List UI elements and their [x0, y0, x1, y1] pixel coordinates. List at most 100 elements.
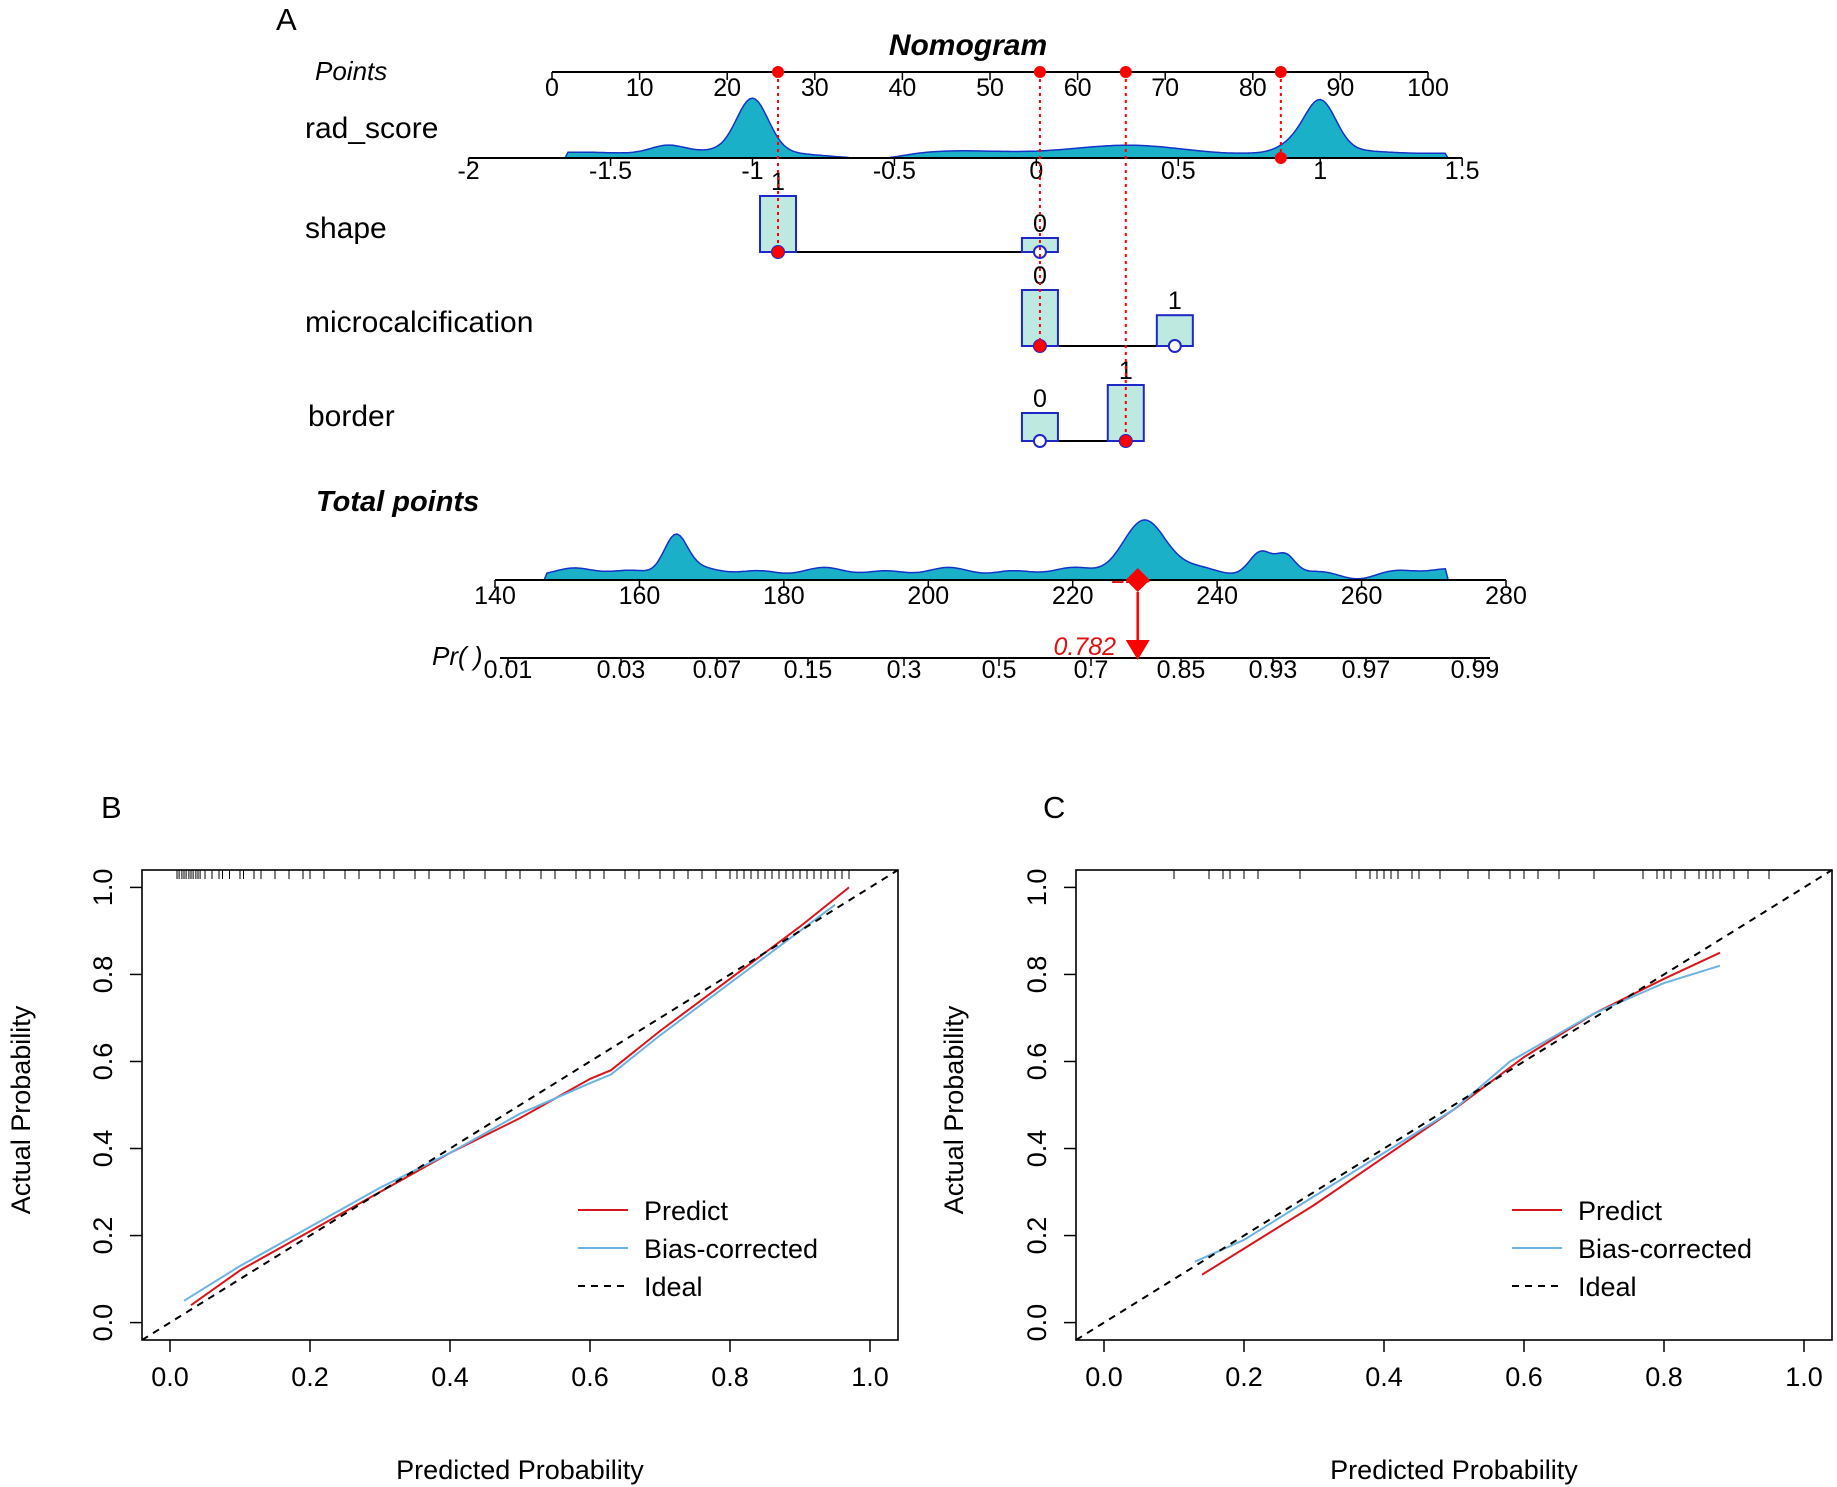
- calibration-panel-c: C Predicted Probability Actual Probabili…: [939, 790, 1833, 1485]
- y-axis-label: Actual Probability: [939, 1005, 969, 1214]
- x-axis-label: Predicted Probability: [1330, 1455, 1578, 1485]
- probability-tick-label: 0.97: [1342, 656, 1391, 684]
- probability-tick-label: 0.01: [484, 656, 533, 684]
- shape-level-bar: [759, 195, 798, 253]
- legend-label-predict: Predict: [644, 1196, 729, 1226]
- x-tick-label: 0.0: [151, 1362, 189, 1392]
- probability-tick-label: 0.5: [982, 656, 1017, 684]
- y-tick-label: 0.6: [88, 1043, 118, 1081]
- legend-label-ideal: Ideal: [1578, 1272, 1637, 1302]
- total-points-tick-label: 160: [619, 582, 661, 610]
- probability-tick-label: 0.03: [597, 656, 646, 684]
- legend-label-bias-corrected: Bias-corrected: [644, 1234, 818, 1264]
- total-points-tick-label: 200: [907, 582, 949, 610]
- probability-tick-label: 0.93: [1249, 656, 1298, 684]
- y-tick-label: 1.0: [88, 869, 118, 907]
- shape-label: shape: [305, 212, 387, 245]
- points-axis-tick-label: 70: [1151, 74, 1179, 102]
- y-tick-label: 0.4: [1022, 1130, 1052, 1168]
- probability-value-label: 0.782: [1053, 633, 1116, 661]
- y-tick-label: 0.4: [88, 1130, 118, 1168]
- border-level-bar: [1106, 384, 1145, 442]
- border-level-label: 1: [1119, 357, 1133, 385]
- shape-level-label: 1: [771, 168, 785, 196]
- legend-label-ideal: Ideal: [644, 1272, 703, 1302]
- legend-label-bias-corrected: Bias-corrected: [1578, 1234, 1752, 1264]
- rad-score-tick-label: -1: [741, 157, 763, 185]
- microcalcification-level-marker: [1167, 339, 1182, 353]
- points-axis-tick-label: 60: [1064, 74, 1092, 102]
- points-axis-tick-label: 0: [545, 74, 559, 102]
- y-tick-label: 1.0: [1022, 869, 1052, 907]
- plot-frame: [1075, 869, 1833, 1341]
- probability-tick-label: 0.85: [1157, 656, 1206, 684]
- x-axis-label: Predicted Probability: [396, 1455, 644, 1485]
- border-level-marker: [1032, 434, 1047, 448]
- points-axis-tick-label: 40: [888, 74, 916, 102]
- x-tick-label: 0.2: [291, 1362, 329, 1392]
- y-tick-label: 0.0: [1022, 1304, 1052, 1342]
- probability-tick-label: 0.3: [887, 656, 922, 684]
- probability-tick-label: 0.99: [1451, 656, 1500, 684]
- microcalcification-label: microcalcification: [305, 306, 533, 339]
- shape-level-label: 0: [1033, 210, 1047, 238]
- rad-score-tick-label: -2: [457, 157, 479, 185]
- points-axis-tick-label: 80: [1239, 74, 1267, 102]
- panel-label-a: A: [276, 2, 297, 37]
- series-line-ideal: [1075, 869, 1833, 1341]
- x-tick-label: 0.0: [1085, 1362, 1123, 1392]
- points-axis-tick-label: 90: [1326, 74, 1354, 102]
- legend: Predict Bias-corrected Ideal: [1512, 1196, 1752, 1302]
- total-points-tick-label: 180: [763, 582, 805, 610]
- y-tick-label: 0.8: [1022, 956, 1052, 994]
- microcalcification-level-label: 1: [1168, 287, 1182, 315]
- legend: Predict Bias-corrected Ideal: [578, 1196, 818, 1302]
- rad-score-density: [559, 97, 1457, 159]
- selected-points-dot: [772, 66, 785, 78]
- x-tick-label: 0.4: [431, 1362, 469, 1392]
- selected-points-dot: [1274, 66, 1287, 78]
- selected-value-dot: [1274, 152, 1287, 164]
- rad-score-label: rad_score: [305, 112, 438, 145]
- selected-value-dot: [1033, 340, 1046, 352]
- total-points-tick-label: 220: [1052, 582, 1094, 610]
- points-axis-tick-label: 50: [976, 74, 1004, 102]
- y-tick-label: 0.8: [88, 956, 118, 994]
- rad-score-tick-label: -1.5: [589, 157, 632, 185]
- total-points-tick-label: 240: [1196, 582, 1238, 610]
- total-points-marker: [1125, 568, 1150, 592]
- shape-level-marker: [1032, 245, 1047, 259]
- nomogram-title: Nomogram: [889, 29, 1047, 62]
- series-line-ideal: [141, 869, 899, 1341]
- rad-score-tick-label: -0.5: [873, 157, 916, 185]
- y-axis-label: Actual Probability: [6, 1005, 36, 1214]
- prediction-arrow-head: [1125, 640, 1150, 660]
- probability-tick-label: 0.07: [693, 656, 742, 684]
- x-tick-label: 0.2: [1225, 1362, 1263, 1392]
- selected-value-dot: [772, 246, 785, 258]
- points-axis-tick-label: 30: [801, 74, 829, 102]
- total-points-label: Total points: [316, 486, 479, 518]
- selected-points-dot: [1033, 66, 1046, 78]
- nomogram-panel: A Nomogram Points rad_score shape microc…: [276, 2, 1527, 684]
- total-points-tick-label: 140: [474, 582, 516, 610]
- total-points-density: [538, 519, 1456, 581]
- probability-axis-label: Pr( ): [432, 641, 483, 671]
- y-tick-label: 0.2: [1022, 1217, 1052, 1255]
- points-axis-tick-label: 10: [626, 74, 654, 102]
- x-tick-label: 1.0: [1785, 1362, 1823, 1392]
- panel-label-c: C: [1043, 790, 1065, 825]
- x-tick-label: 0.6: [1505, 1362, 1543, 1392]
- y-tick-label: 0.2: [88, 1217, 118, 1255]
- rad-score-tick-label: 1: [1313, 157, 1327, 185]
- border-label: border: [308, 400, 395, 433]
- points-axis-tick-label: 100: [1407, 74, 1449, 102]
- legend-label-predict: Predict: [1578, 1196, 1663, 1226]
- rad-score-tick-label: 0.5: [1161, 157, 1196, 185]
- series-line-bias-corrected: [1194, 964, 1721, 1263]
- probability-tick-label: 0.7: [1074, 656, 1109, 684]
- probability-tick-label: 0.15: [784, 656, 833, 684]
- selected-value-dot: [1119, 435, 1132, 447]
- panel-label-b: B: [101, 790, 122, 825]
